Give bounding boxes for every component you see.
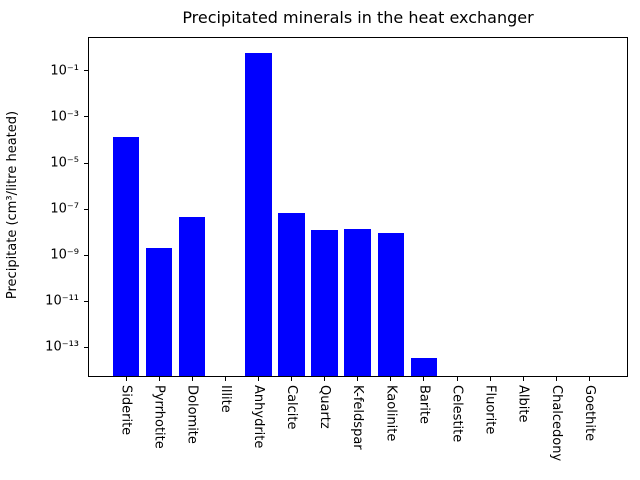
bar-siderite <box>112 137 140 376</box>
y-tick-mark <box>84 300 88 302</box>
y-tick-mark <box>84 162 88 164</box>
y-tick-label: 10⁻¹ <box>50 63 79 79</box>
x-tick-label-goethite: Goethite <box>581 385 597 442</box>
y-tick-label: 10⁻¹¹ <box>45 293 79 309</box>
y-tick-label: 10⁻⁹ <box>50 247 79 263</box>
bar-kaolinite <box>377 233 405 376</box>
x-tick-mark <box>158 377 160 381</box>
y-tick-mark <box>84 346 88 348</box>
chart-title: Precipitated minerals in the heat exchan… <box>182 8 534 27</box>
x-tick-mark <box>257 377 259 381</box>
x-tick-label-calcite: Calcite <box>284 385 299 430</box>
x-tick-mark <box>191 377 193 381</box>
x-tick-mark <box>555 377 557 381</box>
x-tick-label-barite: Barite <box>416 385 432 424</box>
y-tick-mark <box>84 254 88 256</box>
y-tick-mark <box>84 116 88 118</box>
x-tick-mark <box>324 377 326 381</box>
bar-anhydrite <box>245 53 272 376</box>
x-tick-mark <box>423 377 425 381</box>
x-tick-label-albite: Albite <box>515 385 531 423</box>
y-tick-mark <box>84 208 88 210</box>
x-tick-label-fluorite: Fluorite <box>482 385 498 435</box>
x-tick-mark <box>588 377 590 381</box>
y-tick-label: 10⁻³ <box>50 109 79 125</box>
x-tick-label-anhydrite: Anhydrite <box>250 385 266 449</box>
x-tick-label-kaolinite: Kaolinite <box>383 385 399 442</box>
y-tick-label: 10⁻⁵ <box>50 155 79 171</box>
x-tick-mark <box>456 377 458 381</box>
x-tick-label-illite: Illite <box>217 385 233 413</box>
x-tick-mark <box>522 377 524 381</box>
x-tick-label-pyrrhotite: Pyrrhotite <box>151 385 167 449</box>
x-tick-label-chalcedony: Chalcedony <box>548 385 564 462</box>
bar-dolomite <box>178 217 206 376</box>
bar-k-feldspar <box>344 228 371 376</box>
x-tick-mark <box>125 377 127 381</box>
x-tick-label-quartz: Quartz <box>317 385 333 429</box>
y-axis-label: Precipitate (cm³/litre heated) <box>5 110 20 300</box>
bar-quartz <box>311 230 338 376</box>
x-tick-label-dolomite: Dolomite <box>184 385 200 444</box>
x-tick-label-celestite: Celestite <box>449 385 465 443</box>
bar-calcite <box>278 213 305 376</box>
x-tick-mark <box>390 377 392 381</box>
x-tick-mark <box>357 377 359 381</box>
x-tick-mark <box>224 377 226 381</box>
y-tick-mark <box>84 70 88 72</box>
bar-pyrrhotite <box>145 247 173 376</box>
x-tick-mark <box>291 377 292 381</box>
y-tick-label: 10⁻¹³ <box>45 339 79 355</box>
plot-area: 10⁻¹ 10⁻³ 10⁻⁵ 10⁻⁷ 10⁻⁹ 10⁻¹¹ 10⁻¹³ Siderite Py… <box>45 37 628 461</box>
x-tick-label-k-feldspar: K-feldspar <box>350 385 366 450</box>
y-tick-label: 10⁻⁷ <box>50 201 79 217</box>
x-tick-label-siderite: Siderite <box>118 385 134 436</box>
bar-barite <box>410 358 438 376</box>
x-tick-mark <box>489 377 491 381</box>
